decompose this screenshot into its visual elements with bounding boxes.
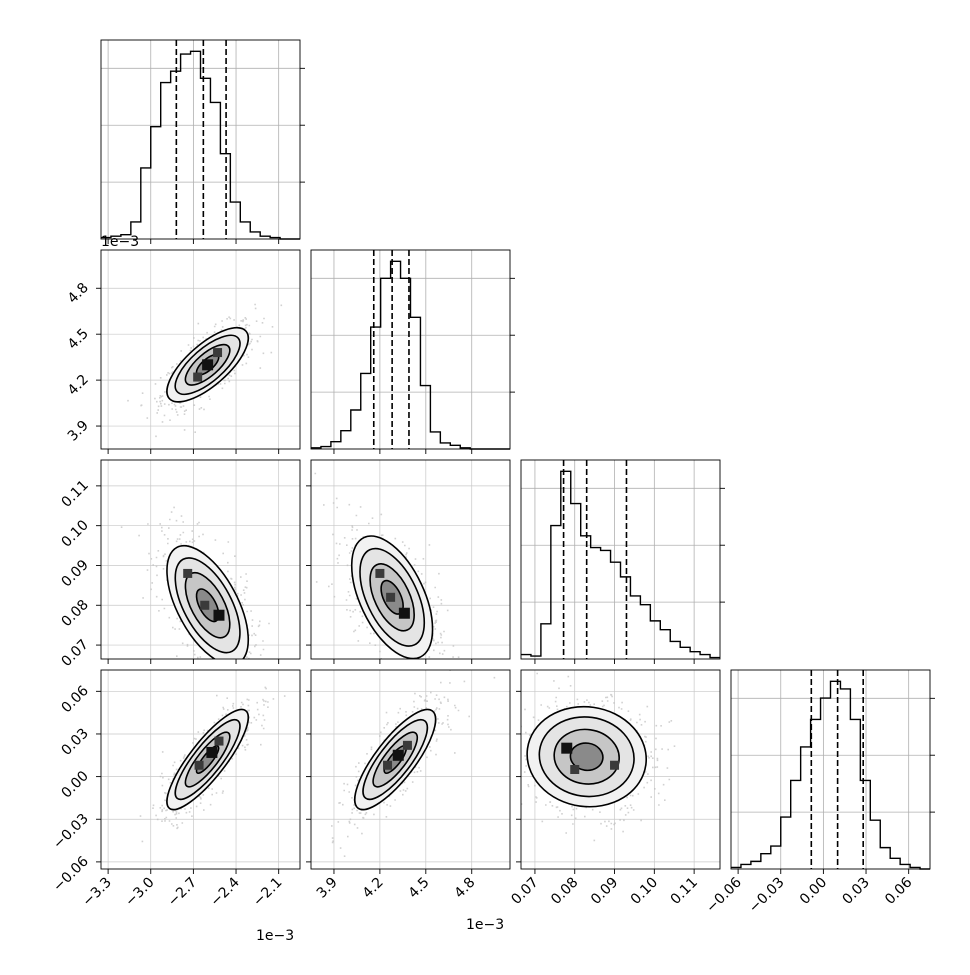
x-tick-label: 0.06 [882,874,915,907]
histogram-panel-3 [520,459,725,664]
x-offset-label-2: 1e−3 [466,917,504,933]
x-tick-label: −2.7 [165,875,200,910]
histogram-series [731,680,930,870]
x-tick-label: −2.1 [250,875,285,910]
x-offset-label-1: 1e−3 [256,928,294,944]
panel-frame [310,249,511,450]
panel-content [311,460,510,659]
x-axis-labels-2: 3.9 4.2 4.5 4.8 [314,875,479,902]
x-tick-label: 0.10 [628,875,661,908]
density-peak-cell [386,592,396,602]
y-axis-labels-4: −0.06−0.03 0.00 0.03 0.06 [50,683,92,895]
scatter-panel-1-4 [96,669,301,874]
y-tick-label: 0.07 [58,637,91,670]
density-peak-cell [375,568,385,578]
panel-frame [100,39,301,240]
x-axis-labels-1: −3.3 −3.0 −2.7 −2.4 −2.1 [80,874,286,909]
scatter-panel-3-4 [516,669,721,874]
y-tick-label: 0.03 [58,725,91,758]
density-peak-cell [213,348,223,358]
density-peak-cell [383,760,393,770]
density-peak-cell [200,600,210,610]
density-peak-cell [193,372,203,382]
histogram-series [311,260,510,450]
y-offset-label: 1e−3 [101,234,139,250]
density-contour [569,742,604,772]
panel-frame [310,459,511,660]
y-tick-label: 0.00 [58,768,91,801]
y-tick-label: 3.9 [65,418,92,445]
y-tick-label: 0.06 [58,683,91,716]
x-tick-label: −0.03 [746,875,788,917]
panel-content [311,670,510,869]
y-tick-label: 4.2 [65,372,92,399]
x-tick-label: 4.8 [452,875,479,902]
density-peak-cell [398,607,410,619]
x-tick-label: 0.03 [840,875,873,908]
density-peak-cell [206,746,218,758]
x-tick-label: 4.2 [360,875,387,902]
y-tick-label: 4.5 [65,326,92,353]
density-peak-cell [561,742,573,754]
density-peak-cell [183,568,193,578]
histogram-series [521,470,720,659]
panel-frame [100,249,301,450]
y-tick-label: 0.11 [58,477,91,510]
scatter-panel-2-4 [306,669,511,874]
scatter-panel-1-2 [96,249,301,454]
x-tick-label: 0.07 [508,875,541,908]
panel-content [101,460,300,659]
density-peak-cell [202,359,214,371]
scatter-panel-1-3 [96,459,301,664]
x-tick-label: −2.4 [208,874,243,909]
y-tick-label: −0.06 [50,853,92,895]
panel-frame [520,669,721,870]
y-tick-label: 0.09 [58,557,91,590]
panel-content [521,670,720,869]
x-tick-label: 0.00 [797,875,830,908]
panel-content [101,250,300,449]
x-tick-label: −0.06 [703,874,745,916]
panel-frame [100,459,301,660]
y-tick-label: 0.10 [58,517,91,550]
x-axis-labels-4: −0.06 −0.03 0.00 0.03 0.06 [703,874,915,916]
y-axis-labels-2: 3.9 4.2 4.5 4.8 [65,280,92,445]
x-tick-label: 0.11 [668,875,701,908]
y-tick-label: 4.8 [65,280,92,307]
histogram-panel-4 [730,669,935,874]
histogram-panel-2 [310,249,515,454]
x-tick-label: −3.0 [122,875,157,910]
density-peak-cell [194,760,204,770]
scatter-panel-2-3 [306,459,511,664]
panel-frame [310,669,511,870]
density-peak-cell [570,765,580,774]
density-peak-cell [610,760,620,770]
x-axis-labels-3: 0.07 0.08 0.09 0.10 0.11 [508,875,701,908]
density-peak-cell [214,736,224,746]
x-tick-label: 0.08 [548,875,581,908]
density-peak-cell [402,740,412,750]
panel-frame [100,669,301,870]
density-peak-cell [392,749,404,761]
histogram-panel-1 [100,39,305,244]
x-tick-label: −3.3 [80,875,115,910]
panel-frame [520,459,721,660]
x-tick-label: 4.5 [406,875,433,902]
panel-content [101,670,300,869]
density-peak-cell [213,609,225,621]
y-tick-label: −0.03 [50,811,92,853]
histogram-series [101,50,300,240]
panel-frame [730,669,931,870]
x-tick-label: 3.9 [314,875,341,902]
x-tick-label: 0.09 [588,875,621,908]
y-axis-labels-3: 0.07 0.08 0.09 0.10 0.11 [58,477,91,670]
y-tick-label: 0.08 [58,597,91,630]
